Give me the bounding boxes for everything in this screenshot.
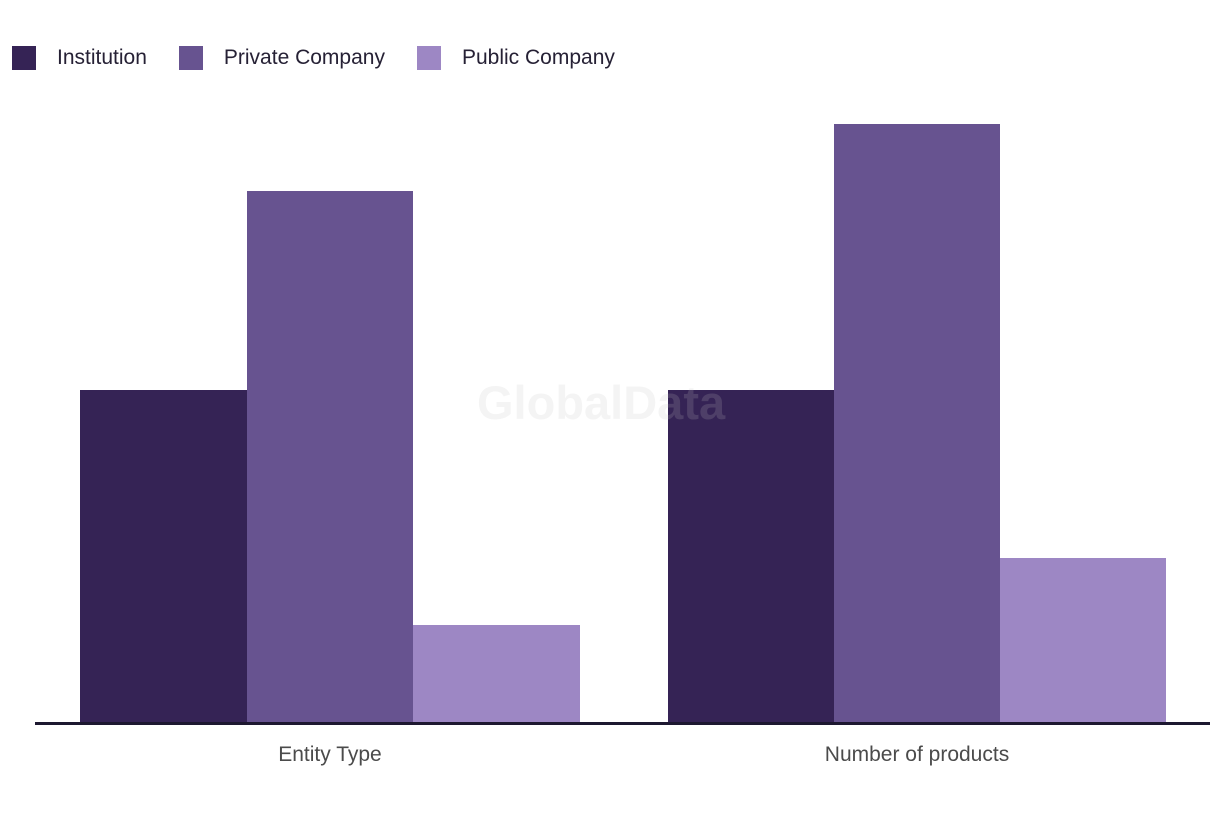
legend-label: Private Company — [223, 46, 385, 69]
legend-item-institution: Institution — [12, 46, 147, 70]
legend-label: Public Company — [461, 46, 615, 69]
bar-private-company-entity-type — [246, 191, 414, 722]
globaldata-watermark: GlobalData — [477, 376, 726, 429]
x-axis-label: Entity Type — [278, 743, 382, 766]
bar-public-company-number-of-products — [1000, 558, 1166, 722]
legend-swatch-institution — [12, 46, 36, 70]
bar-public-company-entity-type — [413, 625, 580, 722]
legend-swatch-public-company — [416, 46, 441, 70]
x-axis-label: Number of products — [824, 743, 1010, 766]
chart-legend: Institution Private Company Public Company — [12, 46, 615, 70]
legend-swatch-private-company — [178, 46, 203, 70]
bar-institution-number-of-products — [668, 390, 834, 722]
legend-item-private-company: Private Company — [178, 46, 385, 70]
bar-institution-entity-type — [80, 390, 247, 722]
legend-item-public-company: Public Company — [416, 46, 615, 70]
bar-private-company-number-of-products — [834, 124, 1000, 722]
legend-label: Institution — [57, 46, 147, 69]
x-axis-line — [35, 722, 1210, 725]
